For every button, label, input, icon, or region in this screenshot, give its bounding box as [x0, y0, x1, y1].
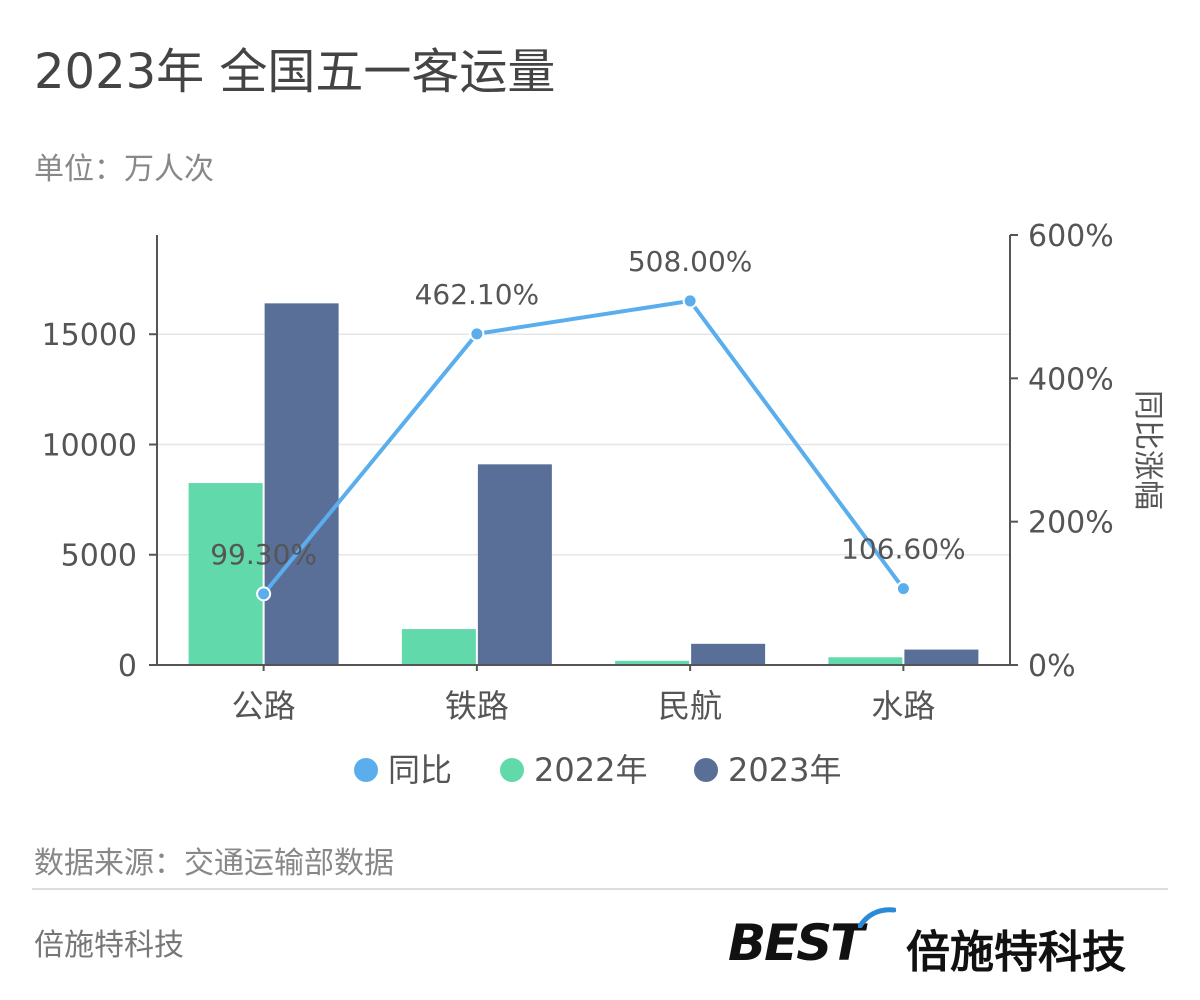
x-tick-label: 民航	[658, 687, 722, 725]
yoy-data-label: 99.30%	[210, 538, 317, 571]
chart-subtitle: 单位：万人次	[34, 152, 214, 187]
bar-2022-2	[615, 660, 690, 665]
y-left-tick-label: 5000	[61, 539, 137, 574]
y-left-tick-label: 0	[118, 649, 137, 684]
bar-2022-3	[828, 657, 903, 665]
y-right-tick-label: 400%	[1028, 362, 1114, 397]
bar-2023-2	[691, 643, 766, 665]
yoy-point-0	[256, 586, 272, 602]
legend-marker-1	[500, 758, 524, 782]
brand-arc-icon	[858, 907, 896, 928]
yoy-line	[262, 298, 905, 596]
legend-label: 2022年	[534, 751, 647, 789]
yoy-point-3	[895, 581, 911, 597]
bar-2023-1	[477, 464, 552, 665]
bar-2023-0	[264, 303, 339, 665]
legend-marker-2	[694, 758, 718, 782]
brand-logo: BEST 倍施特科技	[728, 906, 1168, 978]
x-tick-label: 水路	[871, 687, 935, 725]
legend-label: 同比	[388, 751, 452, 789]
y-left-tick-label: 15000	[42, 318, 137, 353]
y-right-axis-label: 同比涨幅	[1130, 390, 1165, 510]
y-left-tick-label: 10000	[42, 428, 137, 463]
yoy-point-1	[469, 326, 485, 342]
company-name: 倍施特科技	[34, 928, 184, 963]
x-tick-label: 公路	[232, 687, 296, 725]
data-source: 数据来源：交通运输部数据	[34, 846, 394, 881]
y-right-tick-label: 600%	[1028, 219, 1114, 254]
x-tick-label: 铁路	[445, 687, 509, 725]
yoy-data-label: 106.60%	[841, 533, 966, 566]
legend-marker-0	[354, 758, 378, 782]
bar-2022-1	[401, 629, 476, 665]
legend-label: 2023年	[728, 751, 841, 789]
y-right-tick-label: 200%	[1028, 506, 1114, 541]
yoy-data-label: 462.10%	[415, 278, 540, 311]
brand-logo-text: BEST	[728, 914, 864, 972]
chart-title: 2023年 全国五一客运量	[34, 44, 556, 100]
bar-2022-0	[188, 483, 263, 665]
divider	[32, 888, 1168, 890]
brand-name: 倍施特科技	[906, 927, 1126, 978]
y-right-tick-label: 0%	[1028, 649, 1076, 684]
yoy-point-2	[682, 293, 698, 309]
bar-2023-3	[904, 649, 979, 665]
yoy-data-label: 508.00%	[628, 245, 753, 278]
